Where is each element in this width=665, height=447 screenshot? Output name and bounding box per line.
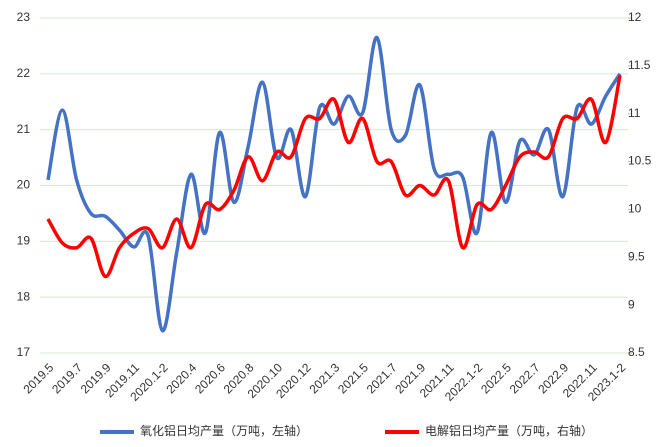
x-tick-label: 2021.5: [335, 360, 371, 396]
y-tick-label: 18: [17, 289, 31, 303]
y-tick-label: 21: [17, 122, 31, 136]
series-line: [46, 35, 622, 333]
y2-tick-label: 10: [628, 202, 642, 216]
series-line: [46, 75, 622, 279]
x-tick-label: 2022.5: [478, 360, 514, 396]
legend-label: 氧化铝日均产量（万吨，左轴）: [140, 423, 308, 438]
legend-label: 电解铝日均产量（万吨，右轴）: [425, 423, 593, 438]
y2-tick-label: 9.5: [628, 249, 645, 263]
y2-tick-label: 11: [628, 106, 641, 120]
y2-tick-label: 10.5: [628, 154, 652, 168]
y-tick-label: 22: [17, 66, 31, 80]
x-tick-label: 2019.5: [21, 360, 57, 396]
x-tick-label: 2019.7: [49, 360, 85, 396]
y-tick-label: 17: [17, 345, 31, 359]
y2-tick-label: 11.5: [628, 58, 651, 72]
y-tick-label: 23: [17, 10, 31, 24]
y-tick-label: 19: [17, 234, 31, 248]
x-tick-label: 2020.4: [164, 360, 200, 396]
x-tick-label: 2021.3: [307, 360, 343, 396]
x-tick-label: 2020.6: [192, 360, 228, 396]
y2-tick-label: 8.5: [628, 345, 645, 359]
x-tick-label: 2021.7: [364, 360, 400, 396]
x-tick-label: 2022.7: [507, 360, 543, 396]
y2-tick-label: 12: [628, 10, 642, 24]
y2-tick-label: 9: [628, 297, 635, 311]
y-tick-label: 20: [17, 178, 31, 192]
